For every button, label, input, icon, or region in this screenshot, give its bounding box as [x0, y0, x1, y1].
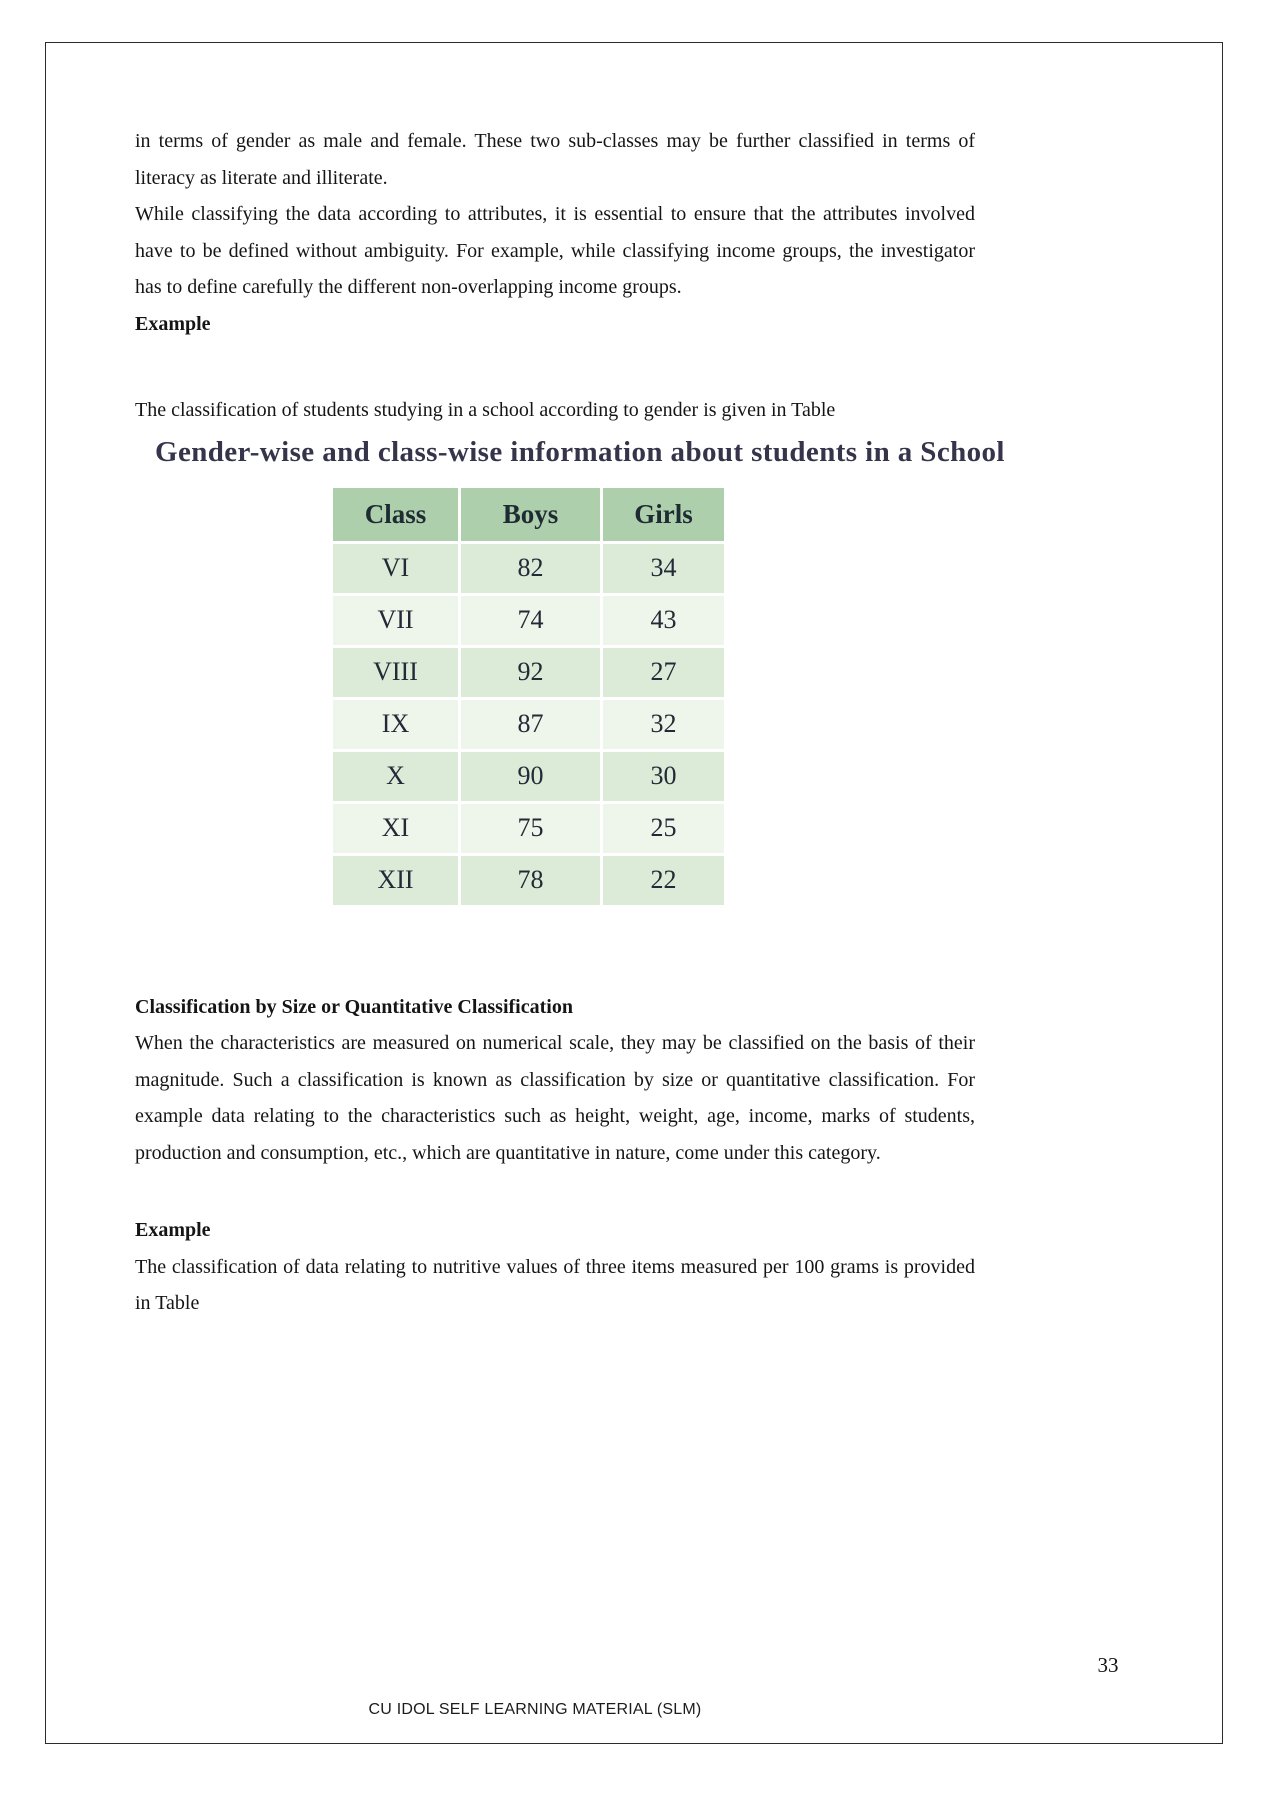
cell-boys: 92	[461, 647, 600, 697]
students-gender-table: Class Boys Girls VI 82 34 VII 74 43 VIII…	[330, 484, 727, 908]
cell-class: VIII	[333, 647, 458, 697]
table-row: IX 87 32	[333, 699, 724, 749]
cell-boys: 90	[461, 751, 600, 801]
quantitative-classification-heading: Classification by Size or Quantitative C…	[135, 995, 573, 1018]
paragraph-attribute-classification: While classifying the data according to …	[135, 203, 975, 298]
paragraph-table-intro: The classification of students studying …	[135, 399, 836, 421]
table-header-row: Class Boys Girls	[333, 487, 724, 541]
page-number: 33	[1097, 1653, 1119, 1677]
cell-girls: 34	[603, 543, 724, 593]
column-header-boys: Boys	[461, 487, 600, 541]
paragraph-gender-classification: in terms of gender as male and female. T…	[135, 130, 975, 189]
paragraph-nutritive-intro: The classification of data relating to n…	[135, 1255, 975, 1315]
cell-girls: 43	[603, 595, 724, 645]
cell-boys: 78	[461, 855, 600, 905]
cell-boys: 75	[461, 803, 600, 853]
cell-girls: 32	[603, 699, 724, 749]
table-row: VII 74 43	[333, 595, 724, 645]
paragraph-quantitative-classification: When the characteristics are measured on…	[135, 1032, 975, 1164]
cell-boys: 87	[461, 699, 600, 749]
example-heading-1: Example	[135, 312, 211, 335]
table-row: VIII 92 27	[333, 647, 724, 697]
table-row: XI 75 25	[333, 803, 724, 853]
example-heading-2: Example	[135, 1219, 211, 1241]
table-row: VI 82 34	[333, 543, 724, 593]
cell-class: XI	[333, 803, 458, 853]
column-header-class: Class	[333, 487, 458, 541]
cell-class: XII	[333, 855, 458, 905]
page-content: in terms of gender as male and female. T…	[135, 123, 1005, 1322]
table-row: X 90 30	[333, 751, 724, 801]
cell-class: X	[333, 751, 458, 801]
cell-girls: 22	[603, 855, 724, 905]
cell-class: VII	[333, 595, 458, 645]
cell-girls: 30	[603, 751, 724, 801]
table-title: Gender-wise and class-wise information a…	[155, 435, 1005, 468]
cell-boys: 82	[461, 543, 600, 593]
cell-girls: 27	[603, 647, 724, 697]
cell-boys: 74	[461, 595, 600, 645]
cell-class: VI	[333, 543, 458, 593]
page-footer: CU IDOL SELF LEARNING MATERIAL (SLM)	[368, 1701, 702, 1718]
cell-girls: 25	[603, 803, 724, 853]
column-header-girls: Girls	[603, 487, 724, 541]
cell-class: IX	[333, 699, 458, 749]
table-row: XII 78 22	[333, 855, 724, 905]
